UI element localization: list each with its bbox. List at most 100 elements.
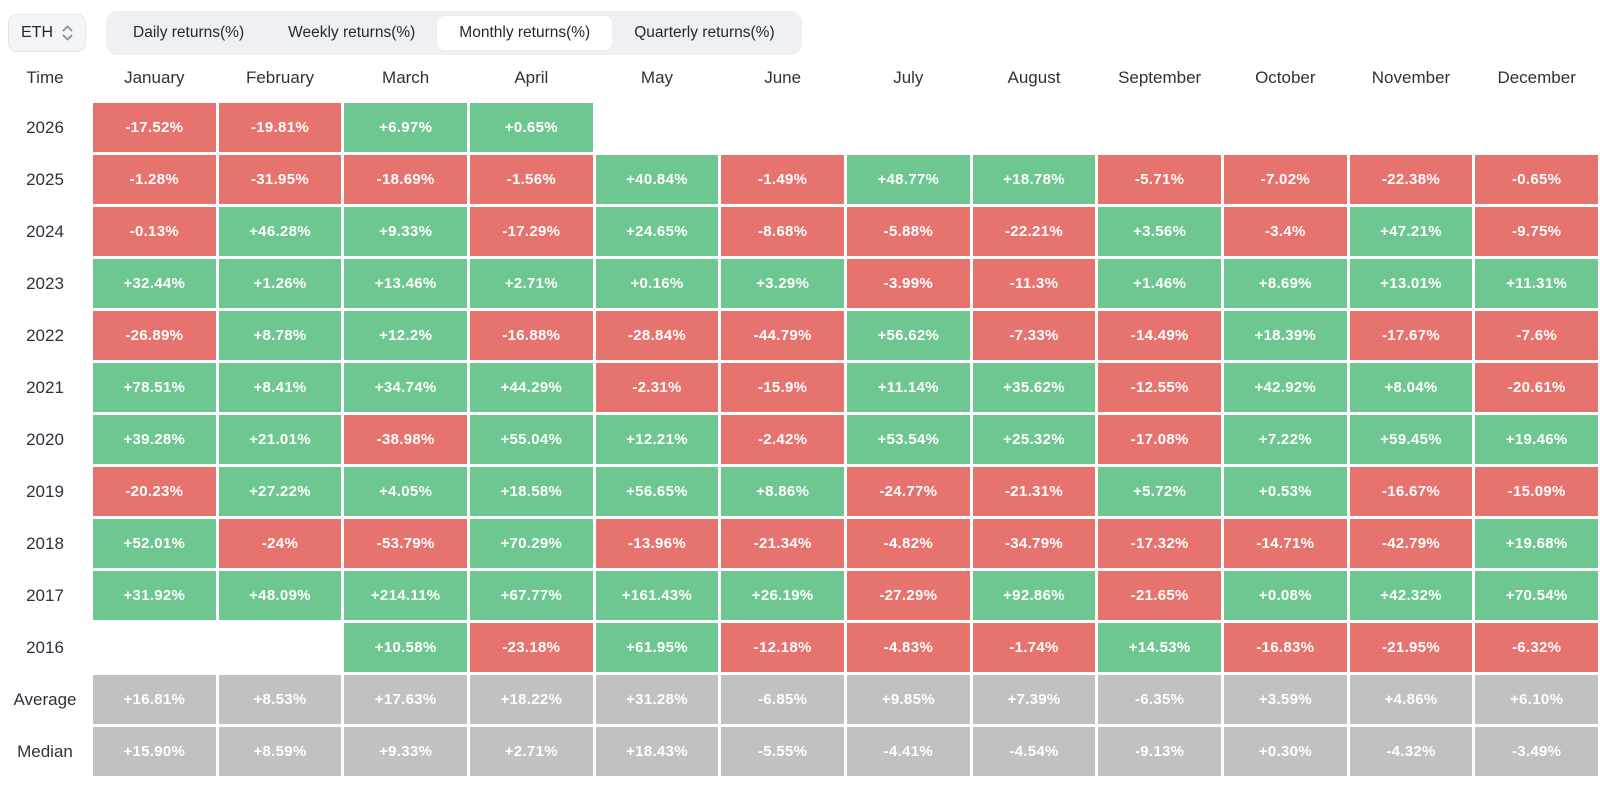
return-cell: +2.71%	[469, 259, 593, 308]
return-cell: +16.81%	[93, 675, 216, 724]
return-cell: +0.30%	[1223, 727, 1347, 776]
return-cell: -9.13%	[1098, 727, 1221, 776]
return-cell: +25.32%	[972, 415, 1096, 464]
return-cell: +31.28%	[595, 675, 719, 724]
return-cell	[93, 623, 216, 672]
return-cell: +92.86%	[972, 571, 1096, 620]
column-header-month: December	[1497, 68, 1576, 87]
return-cell: +67.77%	[469, 571, 593, 620]
return-cell: -13.96%	[595, 519, 719, 568]
return-cell: +52.01%	[93, 519, 216, 568]
return-cell: -12.55%	[1098, 363, 1221, 412]
return-cell: +18.22%	[469, 675, 593, 724]
return-cell: -6.32%	[1475, 623, 1598, 672]
return-cell: +26.19%	[721, 571, 844, 620]
return-cell: -20.23%	[93, 467, 216, 516]
return-cell: +4.05%	[344, 467, 467, 516]
return-cell: -2.31%	[595, 363, 719, 412]
column-header-month: February	[245, 68, 314, 87]
return-cell: +12.2%	[344, 311, 467, 360]
return-cell: +14.53%	[1098, 623, 1221, 672]
return-cell: -14.49%	[1098, 311, 1221, 360]
tab-daily-returns[interactable]: Daily returns(%)	[133, 24, 245, 41]
return-cell: +21.01%	[218, 415, 342, 464]
return-cell: +78.51%	[93, 363, 216, 412]
return-cell: +17.63%	[344, 675, 467, 724]
return-cell: +1.46%	[1098, 259, 1221, 308]
return-cell: -5.71%	[1098, 155, 1221, 204]
return-cell: +61.95%	[595, 623, 719, 672]
column-header-month: March	[382, 68, 430, 87]
column-header-month: November	[1371, 68, 1451, 87]
return-cell: +9.33%	[344, 727, 467, 776]
return-cell: -31.95%	[218, 155, 342, 204]
return-cell: +53.54%	[846, 415, 970, 464]
return-cell: +3.29%	[721, 259, 844, 308]
tab-monthly-returns[interactable]: Monthly returns(%)	[437, 16, 613, 50]
return-cell: -24.77%	[846, 467, 970, 516]
row-label: 2016	[26, 637, 64, 657]
return-cell: +31.92%	[93, 571, 216, 620]
return-cell: -17.08%	[1098, 415, 1221, 464]
return-cell	[1224, 103, 1347, 152]
return-cell: +3.59%	[1223, 675, 1347, 724]
column-header-month: January	[124, 68, 185, 87]
return-cell: -1.56%	[469, 155, 593, 204]
return-cell: -7.33%	[972, 311, 1096, 360]
return-cell: -17.29%	[469, 207, 593, 256]
return-cell: +0.65%	[469, 103, 593, 152]
return-cell: +11.31%	[1475, 259, 1598, 308]
return-cell: -1.74%	[972, 623, 1096, 672]
return-cell	[847, 103, 970, 152]
return-cell: +8.78%	[218, 311, 342, 360]
return-cell: -19.81%	[218, 103, 342, 152]
return-cell: -17.67%	[1349, 311, 1473, 360]
return-cell	[219, 623, 342, 672]
return-cell: +56.62%	[846, 311, 970, 360]
return-cell: -16.83%	[1223, 623, 1347, 672]
tab-quarterly-returns[interactable]: Quarterly returns(%)	[634, 24, 775, 41]
return-cell: -0.65%	[1475, 155, 1598, 204]
return-cell: +0.08%	[1223, 571, 1347, 620]
return-cell	[1475, 103, 1598, 152]
return-cell: -3.49%	[1475, 727, 1598, 776]
return-cell: -3.4%	[1223, 207, 1347, 256]
return-cell	[596, 103, 719, 152]
symbol-select[interactable]: ETH	[8, 14, 86, 52]
return-cell: +56.65%	[595, 467, 719, 516]
return-cell: -23.18%	[469, 623, 593, 672]
return-cell: +34.74%	[344, 363, 467, 412]
return-cell: +1.26%	[218, 259, 342, 308]
column-header-month: September	[1118, 68, 1202, 87]
return-cell: +35.62%	[972, 363, 1096, 412]
return-cell: +161.43%	[595, 571, 719, 620]
return-cell: -21.95%	[1349, 623, 1473, 672]
return-cell: +15.90%	[93, 727, 216, 776]
return-cell: +0.16%	[595, 259, 719, 308]
return-cell	[721, 103, 844, 152]
return-cell: -24%	[218, 519, 342, 568]
return-cell: +2.71%	[469, 727, 593, 776]
return-cell: -22.21%	[972, 207, 1096, 256]
return-cell: +4.86%	[1349, 675, 1473, 724]
return-cell: +55.04%	[469, 415, 593, 464]
return-cell: +8.53%	[218, 675, 342, 724]
return-cell: -20.61%	[1475, 363, 1598, 412]
return-cell: -1.49%	[721, 155, 844, 204]
tab-weekly-returns[interactable]: Weekly returns(%)	[288, 24, 416, 41]
returns-period-tabs: Daily returns(%) Weekly returns(%) Month…	[106, 11, 802, 55]
return-cell: +12.21%	[595, 415, 719, 464]
return-cell: -16.88%	[469, 311, 593, 360]
row-label: 2021	[26, 377, 64, 397]
return-cell: -17.32%	[1098, 519, 1221, 568]
return-cell: -4.32%	[1349, 727, 1473, 776]
return-cell: -4.41%	[846, 727, 970, 776]
return-cell: +8.04%	[1349, 363, 1473, 412]
row-label: Median	[17, 741, 73, 761]
return-cell: +6.10%	[1475, 675, 1598, 724]
return-cell: -34.79%	[972, 519, 1096, 568]
row-label: 2019	[26, 481, 64, 501]
return-cell: -42.79%	[1349, 519, 1473, 568]
column-header-month: August	[1007, 68, 1061, 87]
return-cell: -15.9%	[721, 363, 844, 412]
